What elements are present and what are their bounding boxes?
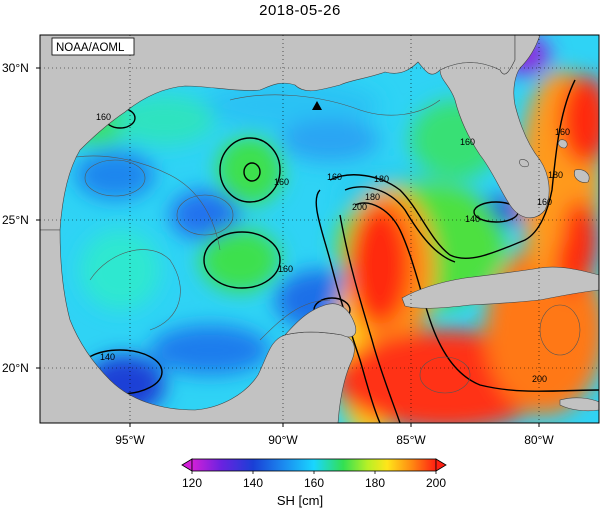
contour-label: 160 xyxy=(327,172,342,182)
colorbar-tick: 180 xyxy=(365,476,385,490)
contour-label: 160 xyxy=(278,264,293,274)
buoy-marker-icon xyxy=(312,101,322,110)
colorbar-tick: 200 xyxy=(426,476,446,490)
contour-label: 200 xyxy=(352,202,367,212)
lon-tick-label: 90°W xyxy=(268,433,298,447)
contour-lines-minor xyxy=(59,94,581,394)
contour-label: 160 xyxy=(274,177,289,187)
contour-label: 180 xyxy=(365,192,380,202)
contour-labels: 160 160 160 160 160 160 180 180 180 200 … xyxy=(96,112,570,384)
land xyxy=(40,35,599,423)
contour-label: 140 xyxy=(465,214,480,224)
lat-tick-label: 20°N xyxy=(2,361,29,375)
colorbar-tick: 140 xyxy=(243,476,263,490)
colorbar-tick: 120 xyxy=(182,476,202,490)
map-title: 2018-05-26 xyxy=(259,2,341,19)
colorbar: 120 140 160 180 200 xyxy=(181,458,447,490)
axis-ticks xyxy=(36,67,540,427)
credit-text: NOAA/AOML xyxy=(56,42,125,54)
colorbar-label: SH [cm] xyxy=(276,493,324,508)
lon-tick-label: 80°W xyxy=(524,433,554,447)
contour-label: 140 xyxy=(100,352,115,362)
contour-label: 160 xyxy=(460,137,475,147)
contour-label: 180 xyxy=(548,170,563,180)
contour-label: 160 xyxy=(96,112,111,122)
contour-label: 160 xyxy=(537,197,552,207)
credit-box: NOAA/AOML xyxy=(51,37,135,56)
plot-frame xyxy=(39,34,600,424)
contour-label: 200 xyxy=(532,374,547,384)
lon-tick-label: 85°W xyxy=(396,433,426,447)
lon-tick-label: 95°W xyxy=(115,433,145,447)
lat-tick-label: 25°N xyxy=(2,213,29,227)
colorbar-tick: 160 xyxy=(304,476,324,490)
contour-label: 180 xyxy=(374,174,389,184)
lat-tick-label: 30°N xyxy=(2,61,29,75)
contour-label: 160 xyxy=(555,127,570,137)
graticule xyxy=(40,35,599,423)
